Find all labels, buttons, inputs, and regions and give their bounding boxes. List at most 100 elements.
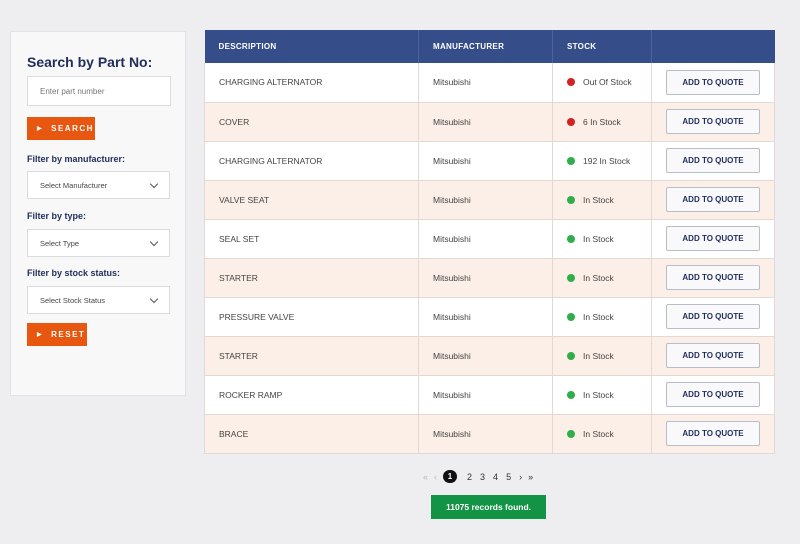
last-page-link[interactable]: » — [528, 471, 534, 482]
add-to-quote-button[interactable]: ADD TO QUOTE — [666, 343, 760, 368]
part-manufacturer: Mitsubishi — [433, 155, 471, 166]
description-cell: ROCKER RAMP — [204, 375, 419, 415]
description-cell: SEAL SET — [204, 219, 419, 259]
records-found-badge: 11075 records found. — [431, 495, 546, 519]
manufacturer-select[interactable]: Select Manufacturer — [27, 171, 170, 199]
stock-status-dot-icon — [567, 234, 575, 243]
action-cell: ADD TO QUOTE — [651, 375, 775, 415]
stock-status-text: In Stock — [583, 233, 614, 244]
reset-button[interactable]: ▶ RESET — [27, 323, 87, 346]
stock-status-text: In Stock — [583, 389, 614, 400]
stock-cell: In Stock — [552, 297, 652, 337]
add-to-quote-button[interactable]: ADD TO QUOTE — [666, 265, 760, 290]
add-to-quote-button[interactable]: ADD TO QUOTE — [666, 421, 760, 446]
stock-status-select[interactable]: Select Stock Status — [27, 286, 170, 314]
search-button-label: SEARCH — [51, 124, 94, 133]
table-row: SEAL SET Mitsubishi In Stock ADD TO QUOTE — [204, 219, 775, 259]
stock-cell: 6 In Stock — [552, 102, 652, 142]
stock-status-dot-icon — [567, 390, 575, 399]
manufacturer-cell: Mitsubishi — [418, 414, 553, 454]
table-row: COVER Mitsubishi 6 In Stock ADD TO QUOTE — [204, 102, 775, 142]
manufacturer-cell: Mitsubishi — [418, 180, 553, 220]
part-description: SEAL SET — [219, 233, 260, 244]
part-description: COVER — [219, 116, 250, 127]
manufacturer-cell: Mitsubishi — [418, 258, 553, 298]
part-manufacturer: Mitsubishi — [433, 233, 471, 244]
part-manufacturer: Mitsubishi — [433, 389, 471, 400]
part-manufacturer: Mitsubishi — [433, 350, 471, 361]
stock-status-dot-icon — [567, 312, 575, 321]
part-description: CHARGING ALTERNATOR — [219, 77, 323, 88]
add-to-quote-button[interactable]: ADD TO QUOTE — [666, 148, 760, 173]
part-manufacturer: Mitsubishi — [433, 77, 471, 88]
type-filter-label: Filter by type: — [27, 211, 87, 221]
action-cell: ADD TO QUOTE — [651, 63, 775, 103]
stock-filter-label: Filter by stock status: — [27, 268, 121, 278]
page-link-2[interactable]: 2 — [467, 471, 473, 482]
stock-status-text: In Stock — [583, 272, 614, 283]
page-link-4[interactable]: 4 — [493, 471, 499, 482]
search-title: Search by Part No: — [27, 54, 153, 70]
play-icon: ▶ — [37, 332, 44, 338]
part-description: ROCKER RAMP — [219, 389, 283, 400]
manufacturer-select-value: Select Manufacturer — [40, 180, 108, 190]
type-select-value: Select Type — [40, 238, 80, 248]
stock-cell: In Stock — [552, 414, 652, 454]
description-cell: VALVE SEAT — [204, 180, 419, 220]
manufacturer-cell: Mitsubishi — [418, 219, 553, 259]
part-manufacturer: Mitsubishi — [433, 272, 471, 283]
table-row: BRACE Mitsubishi In Stock ADD TO QUOTE — [204, 414, 775, 454]
description-cell: CHARGING ALTERNATOR — [204, 141, 419, 181]
part-description: STARTER — [219, 350, 258, 361]
part-number-input[interactable] — [27, 76, 171, 106]
prev-page-link[interactable]: ‹ — [434, 471, 438, 482]
chevron-down-icon — [149, 179, 159, 188]
action-cell: ADD TO QUOTE — [651, 102, 775, 142]
stock-status-text: In Stock — [583, 428, 614, 439]
stock-status-dot-icon — [567, 195, 575, 204]
page-link-3[interactable]: 3 — [480, 471, 486, 482]
action-cell: ADD TO QUOTE — [651, 414, 775, 454]
part-manufacturer: Mitsubishi — [433, 428, 471, 439]
action-cell: ADD TO QUOTE — [651, 336, 775, 376]
page-link-5[interactable]: 5 — [506, 471, 512, 482]
description-cell: STARTER — [204, 336, 419, 376]
part-description: BRACE — [219, 428, 249, 439]
add-to-quote-button[interactable]: ADD TO QUOTE — [666, 226, 760, 251]
add-to-quote-button[interactable]: ADD TO QUOTE — [666, 382, 760, 407]
part-description: STARTER — [219, 272, 258, 283]
part-description: PRESSURE VALVE — [219, 311, 295, 322]
add-to-quote-button[interactable]: ADD TO QUOTE — [666, 187, 760, 212]
filter-sidebar: Search by Part No: ▶ SEARCH Filter by ma… — [10, 31, 186, 396]
header-manufacturer: MANUFACTURER — [418, 30, 553, 63]
type-select[interactable]: Select Type — [27, 229, 170, 257]
manufacturer-cell: Mitsubishi — [418, 102, 553, 142]
part-manufacturer: Mitsubishi — [433, 194, 471, 205]
first-page-link[interactable]: « — [423, 471, 429, 482]
table-header-row: DESCRIPTION MANUFACTURER STOCK — [204, 30, 775, 63]
reset-button-label: RESET — [51, 330, 86, 339]
manufacturer-cell: Mitsubishi — [418, 63, 553, 103]
action-cell: ADD TO QUOTE — [651, 297, 775, 337]
description-cell: STARTER — [204, 258, 419, 298]
description-cell: COVER — [204, 102, 419, 142]
play-icon: ▶ — [37, 126, 44, 132]
search-button[interactable]: ▶ SEARCH — [27, 117, 95, 140]
add-to-quote-button[interactable]: ADD TO QUOTE — [666, 109, 760, 134]
manufacturer-cell: Mitsubishi — [418, 375, 553, 415]
next-page-link[interactable]: › — [519, 471, 523, 482]
parts-table-container: DESCRIPTION MANUFACTURER STOCK CHARGING … — [204, 30, 775, 454]
stock-cell: In Stock — [552, 336, 652, 376]
part-manufacturer: Mitsubishi — [433, 311, 471, 322]
stock-status-dot-icon — [567, 429, 575, 438]
add-to-quote-button[interactable]: ADD TO QUOTE — [666, 304, 760, 329]
part-description: VALVE SEAT — [219, 194, 270, 205]
manufacturer-cell: Mitsubishi — [418, 336, 553, 376]
stock-cell: In Stock — [552, 219, 652, 259]
stock-status-text: In Stock — [583, 350, 614, 361]
action-cell: ADD TO QUOTE — [651, 180, 775, 220]
stock-status-dot-icon — [567, 78, 575, 87]
header-stock: STOCK — [552, 30, 652, 63]
add-to-quote-button[interactable]: ADD TO QUOTE — [666, 69, 760, 95]
table-row: STARTER Mitsubishi In Stock ADD TO QUOTE — [204, 336, 775, 376]
